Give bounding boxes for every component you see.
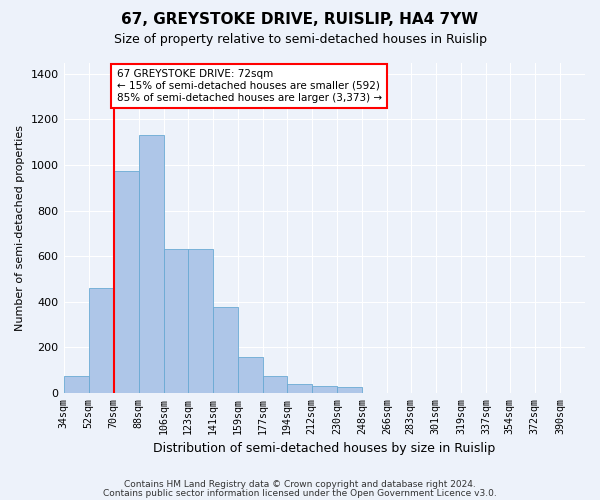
Bar bbox=[64, 376, 89, 393]
Text: Contains HM Land Registry data © Crown copyright and database right 2024.: Contains HM Land Registry data © Crown c… bbox=[124, 480, 476, 489]
Text: 67, GREYSTOKE DRIVE, RUISLIP, HA4 7YW: 67, GREYSTOKE DRIVE, RUISLIP, HA4 7YW bbox=[121, 12, 479, 28]
Y-axis label: Number of semi-detached properties: Number of semi-detached properties bbox=[15, 124, 25, 330]
Bar bbox=[263, 376, 287, 393]
Text: 67 GREYSTOKE DRIVE: 72sqm
← 15% of semi-detached houses are smaller (592)
85% of: 67 GREYSTOKE DRIVE: 72sqm ← 15% of semi-… bbox=[116, 70, 382, 102]
Bar bbox=[312, 386, 337, 393]
Bar bbox=[287, 384, 312, 393]
Bar bbox=[238, 358, 263, 393]
X-axis label: Distribution of semi-detached houses by size in Ruislip: Distribution of semi-detached houses by … bbox=[153, 442, 496, 455]
Text: Contains public sector information licensed under the Open Government Licence v3: Contains public sector information licen… bbox=[103, 489, 497, 498]
Bar bbox=[139, 136, 164, 393]
Text: Size of property relative to semi-detached houses in Ruislip: Size of property relative to semi-detach… bbox=[113, 32, 487, 46]
Bar bbox=[164, 250, 188, 393]
Bar bbox=[213, 308, 238, 393]
Bar bbox=[188, 250, 213, 393]
Bar bbox=[114, 170, 139, 393]
Bar bbox=[89, 288, 114, 393]
Bar bbox=[337, 387, 362, 393]
